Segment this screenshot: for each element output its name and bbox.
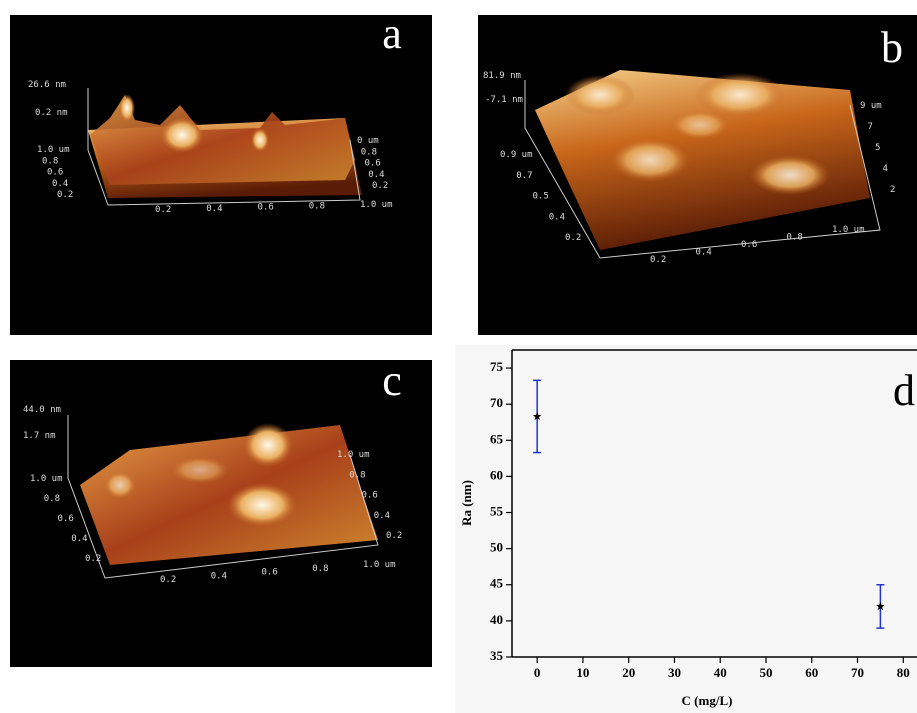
left-axis-label: 0.6: [47, 168, 63, 178]
right-axis-label: 4: [883, 164, 888, 174]
y-tick-label: 60: [490, 467, 503, 482]
left-axis-label: 1.0 um: [30, 474, 63, 484]
right-axis-label: 0.4: [368, 170, 384, 180]
z-label: 1.7 nm: [23, 431, 56, 441]
left-axis-label: 0.5: [533, 192, 549, 202]
left-axis-label: 1.0 um: [37, 145, 70, 155]
x-tick-label: 70: [851, 665, 864, 680]
left-axis-label: 0.8: [44, 494, 60, 504]
y-axis-label: Ra (nm): [459, 480, 474, 526]
panel-d-bg: [455, 345, 917, 713]
x-tick-label: 60: [805, 665, 818, 680]
left-axis-label: 0.4: [52, 179, 68, 189]
right-axis-label: 0.6: [362, 491, 378, 501]
x-tick-label: 0: [534, 665, 541, 680]
right-axis-label: 0.2: [386, 531, 402, 541]
z-label: 81.9 nm: [483, 71, 521, 81]
left-axis-label: 0.7: [516, 171, 532, 181]
bottom-axis-label: 0.6: [262, 568, 278, 578]
right-axis-label: 2: [890, 185, 895, 195]
y-tick-label: 75: [490, 359, 504, 374]
right-axis-label: 9 um: [860, 101, 882, 111]
bottom-axis-label: 0.2: [650, 255, 666, 265]
left-axis-label: 0.6: [58, 514, 74, 524]
bottom-axis-label: 0.4: [696, 248, 712, 258]
bottom-axis-label: 0.4: [206, 204, 222, 214]
bottom-axis-label: 0.8: [312, 564, 328, 574]
bottom-axis-label: 0.4: [211, 571, 227, 581]
right-axis-label: 0.8: [349, 470, 365, 480]
left-axis-label: 0.8: [42, 156, 58, 166]
x-tick-label: 10: [576, 665, 589, 680]
x-tick-label: 40: [714, 665, 727, 680]
right-axis-label: 0 um: [357, 136, 379, 146]
bottom-axis-label: 1.0 um: [360, 200, 393, 210]
bottom-axis-label: 0.8: [787, 233, 803, 243]
left-axis-label: 0.2: [57, 190, 73, 200]
panel-letter: b: [881, 23, 903, 72]
x-tick-label: 20: [622, 665, 635, 680]
left-axis-label: 0.4: [549, 212, 565, 222]
bottom-axis-label: 1.0 um: [363, 560, 396, 570]
x-tick-label: 30: [668, 665, 681, 680]
panel-letter: a: [382, 9, 402, 58]
left-axis-label: 0.2: [85, 554, 101, 564]
panel-letter: c: [382, 356, 402, 405]
left-axis-label: 0.9 um: [500, 150, 533, 160]
right-axis-label: 0.4: [374, 511, 390, 521]
y-tick-label: 70: [490, 395, 503, 410]
left-axis-label: 0.2: [565, 233, 581, 243]
right-axis-label: 1.0 um: [337, 450, 370, 460]
y-tick-label: 50: [490, 540, 503, 555]
figure: a26.6 nm0.2 nm1.0 um0.80.60.40.20.20.40.…: [0, 0, 917, 713]
y-tick-label: 40: [490, 612, 503, 627]
y-tick-label: 55: [490, 504, 504, 519]
panel-letter: d: [893, 366, 915, 415]
right-axis-label: 0.6: [365, 159, 381, 169]
right-axis-label: 0.8: [361, 147, 377, 157]
z-label: 0.2 nm: [35, 108, 68, 118]
bottom-axis-label: 0.2: [160, 575, 176, 585]
bottom-axis-label: 0.8: [309, 201, 325, 211]
right-axis-label: 0.2: [372, 181, 388, 191]
bottom-axis-label: 1.0 um: [832, 225, 865, 235]
left-axis-label: 0.4: [71, 534, 87, 544]
right-axis-label: 5: [875, 143, 880, 153]
bottom-axis-label: 0.2: [155, 205, 171, 215]
x-axis-label: C (mg/L): [682, 693, 733, 708]
y-tick-label: 45: [490, 576, 504, 591]
right-axis-label: 7: [868, 122, 873, 132]
y-tick-label: 35: [490, 648, 504, 663]
x-tick-label: 80: [897, 665, 910, 680]
z-label: -7.1 nm: [485, 95, 523, 105]
x-tick-label: 50: [759, 665, 772, 680]
y-tick-label: 65: [490, 431, 504, 446]
z-label: 44.0 nm: [23, 405, 61, 415]
bottom-axis-label: 0.6: [741, 240, 757, 250]
z-label: 26.6 nm: [28, 80, 66, 90]
bottom-axis-label: 0.6: [258, 203, 274, 213]
